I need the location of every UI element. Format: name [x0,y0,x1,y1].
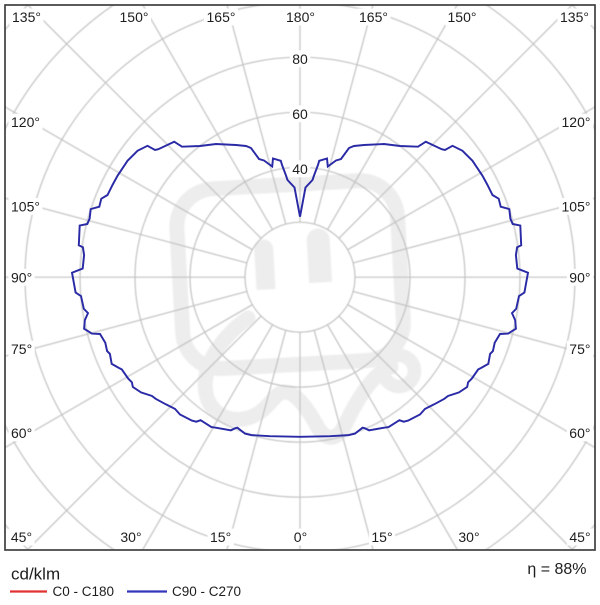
svg-text:60: 60 [292,106,308,122]
svg-text:C0 - C180: C0 - C180 [53,584,115,599]
svg-text:15°: 15° [210,529,231,545]
svg-text:C90 - C270: C90 - C270 [172,584,241,599]
svg-text:15°: 15° [371,529,392,545]
svg-text:45°: 45° [569,529,590,545]
svg-text:120°: 120° [562,114,591,130]
svg-text:105°: 105° [11,198,40,214]
svg-text:60°: 60° [11,425,32,441]
svg-text:90°: 90° [569,269,590,285]
svg-text:105°: 105° [562,198,591,214]
svg-text:165°: 165° [207,9,236,25]
svg-text:135°: 135° [12,9,41,25]
svg-text:60°: 60° [569,425,590,441]
svg-text:30°: 30° [120,529,141,545]
svg-text:45°: 45° [11,529,32,545]
svg-text:0°: 0° [294,529,307,545]
svg-text:150°: 150° [120,9,149,25]
svg-text:120°: 120° [11,114,40,130]
svg-text:135°: 135° [560,9,589,25]
svg-text:40: 40 [292,161,308,177]
svg-text:cd/klm: cd/klm [11,565,60,584]
svg-text:75°: 75° [569,341,590,357]
svg-text:90°: 90° [11,269,32,285]
svg-text:150°: 150° [448,9,477,25]
svg-text:η = 88%: η = 88% [527,561,586,578]
svg-text:75°: 75° [11,341,32,357]
svg-text:165°: 165° [359,9,388,25]
svg-text:30°: 30° [458,529,479,545]
svg-text:80: 80 [292,51,308,67]
svg-text:180°: 180° [286,9,315,25]
